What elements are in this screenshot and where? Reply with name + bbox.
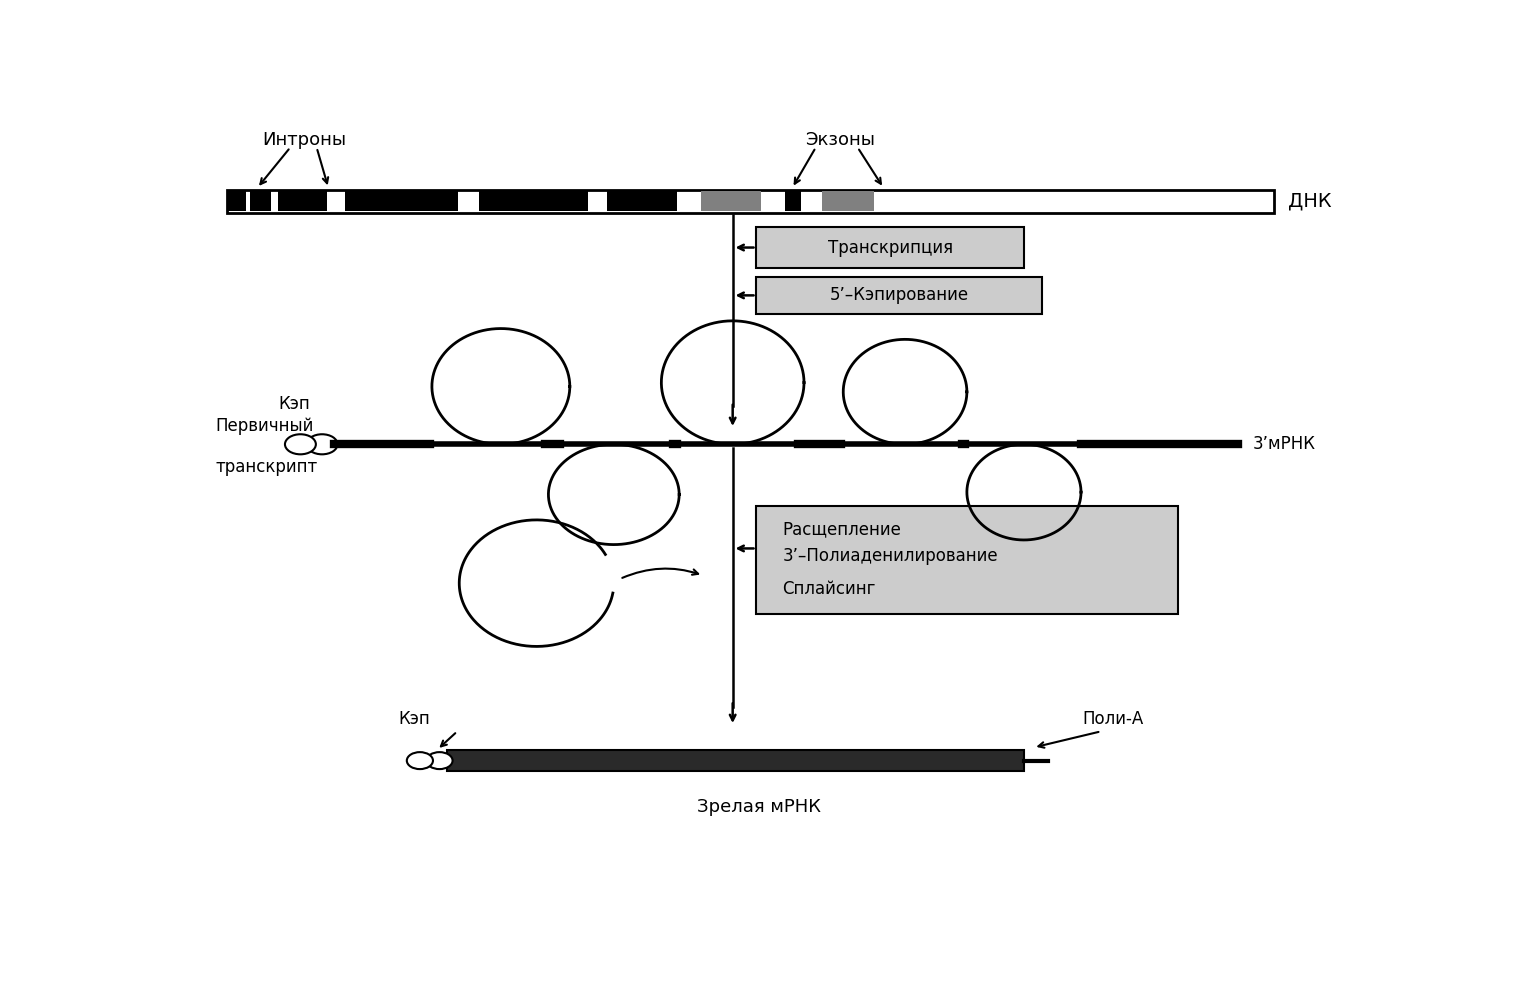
Bar — [607, 191, 678, 211]
Circle shape — [285, 434, 316, 454]
Bar — [227, 189, 1273, 212]
Text: ДНК: ДНК — [1289, 191, 1332, 210]
Bar — [278, 191, 327, 211]
Text: Сплайсинг: Сплайсинг — [782, 580, 876, 598]
Text: Интроны: Интроны — [262, 130, 347, 148]
Text: Транскрипция: Транскрипция — [828, 238, 953, 257]
Text: Зрелая мРНК: Зрелая мРНК — [698, 798, 821, 816]
Bar — [448, 749, 1025, 772]
Bar — [822, 191, 874, 211]
Text: Кэп: Кэп — [279, 396, 310, 414]
Bar — [756, 277, 1042, 314]
Bar — [479, 191, 589, 211]
Text: Кэп: Кэп — [397, 710, 430, 728]
Bar — [345, 191, 457, 211]
Bar — [227, 191, 247, 211]
Bar — [756, 227, 1025, 268]
Circle shape — [407, 753, 433, 770]
Text: 3’–Полиаденилирование: 3’–Полиаденилирование — [782, 547, 999, 565]
Text: Экзоны: Экзоны — [805, 130, 874, 148]
Bar — [250, 191, 272, 211]
Bar — [785, 191, 801, 211]
Text: Поли-А: Поли-А — [1083, 710, 1144, 728]
Text: Расщепление: Расщепление — [782, 520, 902, 538]
Text: Первичный: Первичный — [215, 417, 314, 435]
Circle shape — [307, 434, 337, 454]
Circle shape — [426, 753, 453, 770]
Text: транскрипт: транскрипт — [215, 458, 318, 476]
Text: 3’мРНК: 3’мРНК — [1252, 435, 1315, 453]
Bar — [756, 506, 1178, 614]
Text: 5’–Кэпирование: 5’–Кэпирование — [830, 287, 968, 305]
Bar — [701, 191, 761, 211]
